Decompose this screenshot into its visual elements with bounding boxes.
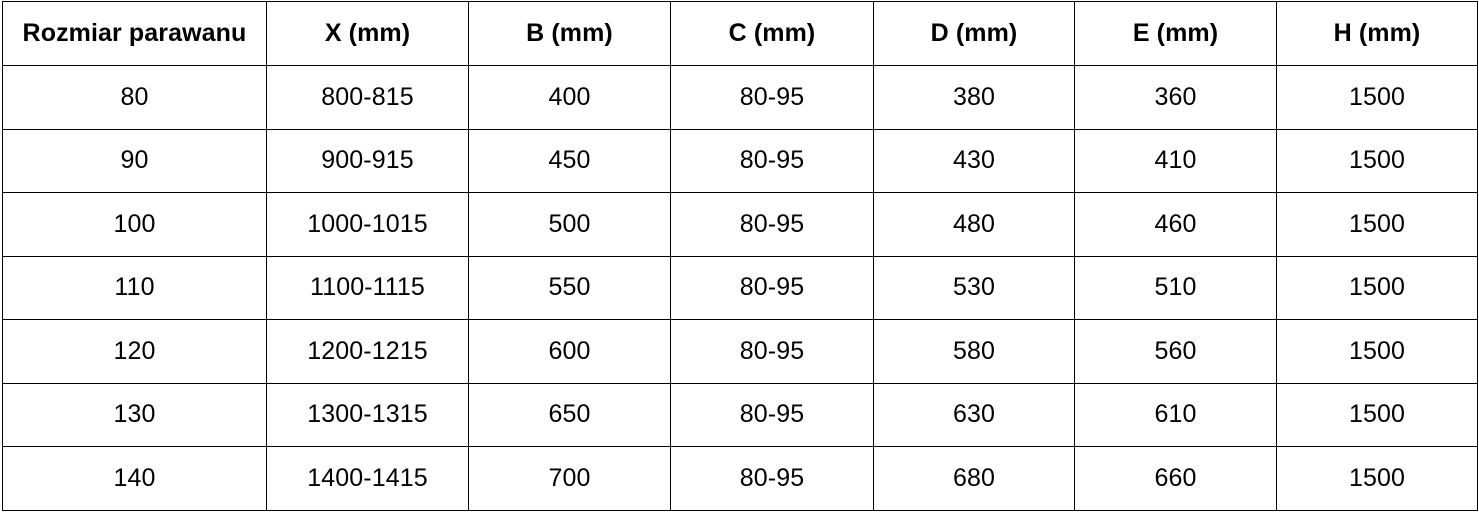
cell-x: 1100-1115	[266, 255, 469, 320]
cell-e: 610	[1074, 382, 1277, 447]
cell-c: 80-95	[670, 128, 874, 193]
column-header-size: Rozmiar parawanu	[2, 1, 267, 66]
cell-d: 380	[873, 65, 1075, 130]
cell-e: 560	[1074, 319, 1277, 384]
cell-d: 480	[873, 192, 1075, 257]
cell-h: 1500	[1276, 319, 1478, 384]
cell-h: 1500	[1276, 382, 1478, 447]
cell-h: 1500	[1276, 128, 1478, 193]
table-row: 80 800-815 400 80-95 380 360 1500	[2, 65, 1478, 130]
table-row: 90 900-915 450 80-95 430 410 1500	[2, 128, 1478, 193]
table-row: 140 1400-1415 700 80-95 680 660 1500	[2, 446, 1478, 511]
table-row: 110 1100-1115 550 80-95 530 510 1500	[2, 255, 1478, 320]
table-header: Rozmiar parawanu X (mm) B (mm) C (mm) D …	[2, 1, 1478, 66]
cell-h: 1500	[1276, 192, 1478, 257]
column-header-h: H (mm)	[1276, 1, 1478, 66]
cell-e: 460	[1074, 192, 1277, 257]
cell-c: 80-95	[670, 446, 874, 511]
cell-b: 500	[468, 192, 671, 257]
column-header-b: B (mm)	[468, 1, 671, 66]
cell-e: 410	[1074, 128, 1277, 193]
table-row: 100 1000-1015 500 80-95 480 460 1500	[2, 192, 1478, 257]
cell-c: 80-95	[670, 319, 874, 384]
cell-e: 360	[1074, 65, 1277, 130]
cell-size: 120	[2, 319, 267, 384]
cell-d: 530	[873, 255, 1075, 320]
column-header-e: E (mm)	[1074, 1, 1277, 66]
column-header-x: X (mm)	[266, 1, 469, 66]
cell-b: 650	[468, 382, 671, 447]
table-body: 80 800-815 400 80-95 380 360 1500 90 900…	[2, 65, 1478, 511]
table-header-row: Rozmiar parawanu X (mm) B (mm) C (mm) D …	[2, 1, 1478, 66]
cell-b: 600	[468, 319, 671, 384]
cell-x: 1000-1015	[266, 192, 469, 257]
cell-h: 1500	[1276, 65, 1478, 130]
cell-x: 800-815	[266, 65, 469, 130]
cell-h: 1500	[1276, 446, 1478, 511]
column-header-d: D (mm)	[873, 1, 1075, 66]
cell-b: 550	[468, 255, 671, 320]
cell-d: 630	[873, 382, 1075, 447]
cell-h: 1500	[1276, 255, 1478, 320]
cell-x: 1400-1415	[266, 446, 469, 511]
cell-x: 1300-1315	[266, 382, 469, 447]
cell-c: 80-95	[670, 382, 874, 447]
cell-d: 680	[873, 446, 1075, 511]
cell-c: 80-95	[670, 192, 874, 257]
cell-c: 80-95	[670, 255, 874, 320]
cell-b: 400	[468, 65, 671, 130]
table-row: 130 1300-1315 650 80-95 630 610 1500	[2, 382, 1478, 447]
cell-x: 1200-1215	[266, 319, 469, 384]
cell-x: 900-915	[266, 128, 469, 193]
cell-size: 80	[2, 65, 267, 130]
cell-e: 660	[1074, 446, 1277, 511]
cell-size: 140	[2, 446, 267, 511]
cell-size: 90	[2, 128, 267, 193]
table-row: 120 1200-1215 600 80-95 580 560 1500	[2, 319, 1478, 384]
cell-c: 80-95	[670, 65, 874, 130]
cell-d: 430	[873, 128, 1075, 193]
cell-size: 100	[2, 192, 267, 257]
column-header-c: C (mm)	[670, 1, 874, 66]
cell-b: 700	[468, 446, 671, 511]
cell-e: 510	[1074, 255, 1277, 320]
cell-size: 130	[2, 382, 267, 447]
cell-b: 450	[468, 128, 671, 193]
cell-d: 580	[873, 319, 1075, 384]
cell-size: 110	[2, 255, 267, 320]
